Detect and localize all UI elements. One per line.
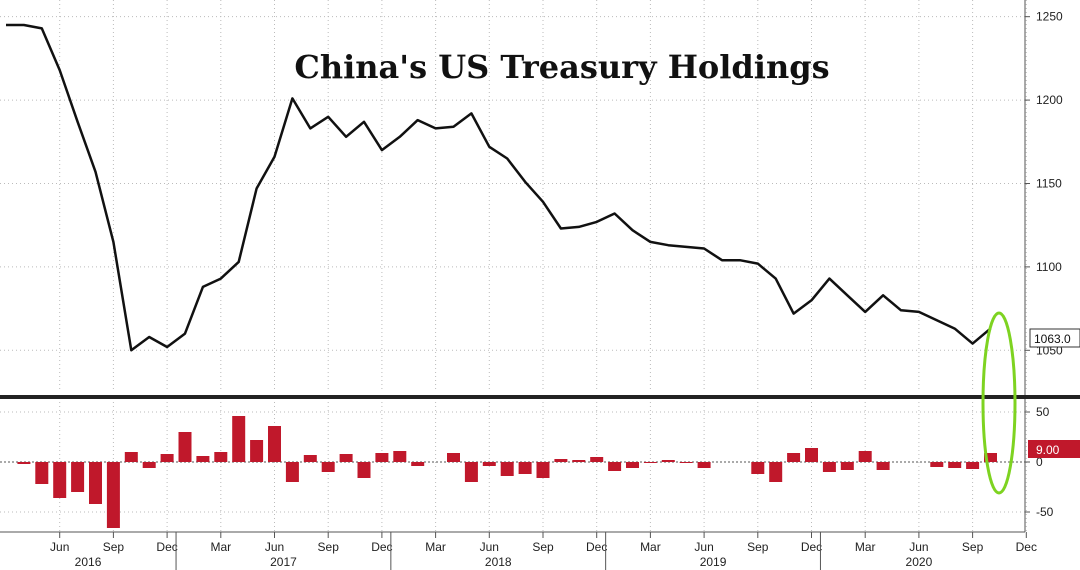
x-tick-label: Dec	[1016, 540, 1037, 554]
x-year-label: 2018	[485, 555, 512, 569]
chart-title: China's US Treasury Holdings	[294, 48, 829, 86]
y-tick-label: -50	[1036, 505, 1054, 519]
bar-last-value-label: 9.00	[1036, 443, 1060, 457]
bar	[53, 462, 67, 498]
bar	[858, 451, 872, 462]
bar	[89, 462, 102, 504]
bar	[124, 452, 138, 462]
x-tick-label: Sep	[532, 540, 554, 554]
bar	[411, 462, 425, 466]
y-tick-label: 1150	[1036, 176, 1062, 190]
bar	[250, 440, 264, 462]
bar	[876, 462, 890, 470]
bar	[626, 462, 639, 468]
bar	[536, 462, 550, 478]
bar	[751, 462, 765, 474]
last-value-box	[1029, 328, 1080, 348]
bar	[303, 455, 317, 462]
bar	[321, 462, 335, 472]
x-tick-label: Dec	[156, 540, 177, 554]
bar	[71, 462, 85, 492]
x-tick-label: Jun	[694, 540, 713, 554]
x-year-label: 2016	[75, 555, 102, 569]
bar	[787, 453, 801, 462]
x-tick-label: Dec	[371, 540, 392, 554]
bar	[590, 457, 604, 462]
bar	[697, 462, 711, 468]
bar	[554, 459, 568, 462]
x-tick-label: Jun	[50, 540, 69, 554]
bar	[160, 454, 174, 462]
highlight-ellipse	[981, 311, 1017, 495]
x-tick-label: Mar	[855, 540, 876, 554]
bar	[232, 416, 246, 462]
bar	[643, 462, 657, 463]
holdings-line	[6, 23, 992, 352]
bar	[948, 462, 962, 468]
y-tick-label: 0	[1036, 455, 1043, 469]
x-tick-label: Jun	[909, 540, 928, 554]
bar	[805, 448, 818, 462]
x-tick-label: Sep	[747, 540, 769, 554]
bar	[268, 426, 281, 462]
x-year-label: 2019	[700, 555, 727, 569]
bar	[930, 462, 944, 467]
bar	[572, 460, 586, 462]
y-tick-label: 1250	[1036, 10, 1063, 24]
x-tick-label: Dec	[801, 540, 822, 554]
bar	[357, 462, 371, 478]
x-tick-label: Jun	[480, 540, 499, 554]
y-tick-label: 50	[1036, 405, 1050, 419]
bar	[339, 454, 353, 462]
bar	[661, 460, 675, 462]
bar	[500, 462, 514, 476]
bar	[178, 432, 192, 462]
bar	[464, 462, 478, 482]
y-tick-label: 1100	[1036, 260, 1062, 274]
bar	[142, 462, 156, 468]
x-tick-label: Dec	[586, 540, 607, 554]
x-year-label: 2017	[270, 555, 297, 569]
bar-last-value-box	[1028, 440, 1080, 458]
bar	[196, 456, 210, 462]
bar	[393, 451, 407, 462]
x-tick-label: Mar	[210, 540, 231, 554]
bar	[214, 452, 228, 462]
bar	[375, 453, 389, 462]
x-year-label: 2020	[906, 555, 933, 569]
x-tick-label: Sep	[962, 540, 984, 554]
bar	[106, 462, 120, 528]
bar	[679, 462, 693, 463]
x-tick-label: Sep	[318, 540, 340, 554]
x-tick-label: Sep	[103, 540, 125, 554]
bar	[822, 462, 836, 472]
bar	[769, 462, 783, 482]
bar	[984, 453, 997, 462]
x-tick-label: Mar	[425, 540, 446, 554]
bar	[518, 462, 532, 474]
bar	[482, 462, 496, 466]
bar	[840, 462, 854, 470]
last-value-label: 1063.0	[1034, 332, 1071, 346]
bar	[285, 462, 299, 482]
x-tick-label: Mar	[640, 540, 661, 554]
bar	[17, 462, 31, 464]
y-tick-label: 1200	[1036, 93, 1063, 107]
bar	[608, 462, 622, 471]
bar	[966, 462, 980, 469]
bar	[35, 462, 49, 484]
x-tick-label: Jun	[265, 540, 284, 554]
bar	[447, 453, 460, 462]
